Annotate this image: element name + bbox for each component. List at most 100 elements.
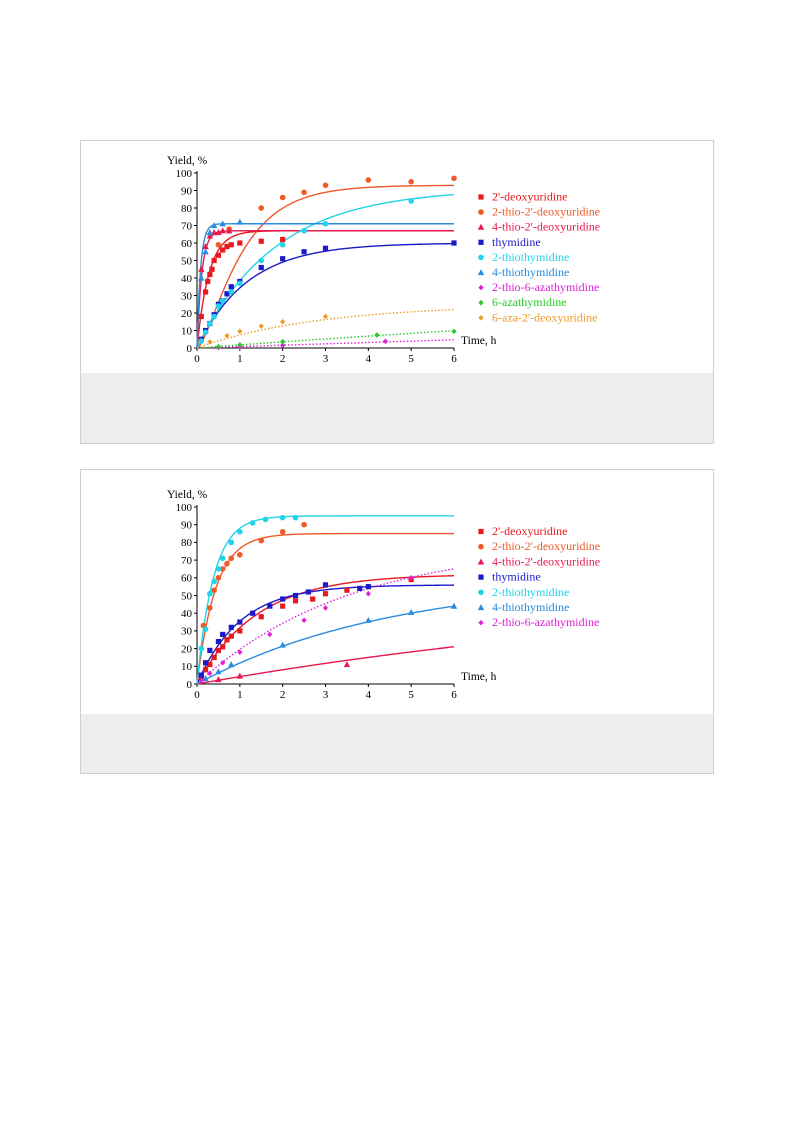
data-point <box>215 575 222 581</box>
y-tick-label: 90 <box>181 185 193 197</box>
data-point <box>258 323 264 329</box>
data-point <box>301 617 307 624</box>
data-point <box>207 647 213 653</box>
legend-marker-2-thio-2-deoxyuridine <box>478 543 484 550</box>
data-point <box>202 667 209 673</box>
x-tick-label: 2 <box>280 689 286 701</box>
data-point <box>305 589 311 595</box>
data-point <box>249 520 256 526</box>
data-point <box>219 566 226 572</box>
data-point <box>279 514 286 521</box>
data-point <box>322 182 329 189</box>
data-point <box>219 555 226 562</box>
x-tick-label: 5 <box>408 353 414 365</box>
y-tick-label: 60 <box>181 238 193 250</box>
y-tick-label: 100 <box>176 168 193 180</box>
fit-curve-6-aza-2-deoxyuridine <box>196 308 455 349</box>
legend-marker-4-thio-2-deoxyuridine <box>477 558 485 565</box>
y-tick-label: 80 <box>181 203 193 215</box>
y-tick-label: 0 <box>187 679 193 691</box>
data-point <box>206 232 214 239</box>
data-point <box>408 178 414 185</box>
data-point <box>220 644 226 650</box>
data-point <box>292 592 299 599</box>
legend-label-2-thio-2-deoxyuridine: 2-thio-2'-deoxyuridine <box>492 205 600 219</box>
data-point <box>407 608 415 615</box>
x-tick-label: 0 <box>194 353 200 365</box>
data-point <box>237 619 243 625</box>
series-thymidine <box>198 240 457 342</box>
legend-label-6-azathymidine: 6-azathymidine <box>492 295 567 309</box>
data-point <box>198 672 204 678</box>
legend-label-2-thio-2-deoxyuridine: 2-thio-2'-deoxyuridine <box>492 539 600 553</box>
data-point <box>219 297 226 304</box>
data-point <box>210 229 218 236</box>
data-point <box>228 633 234 639</box>
figure-panel-2: 0 10 20 30 40 50 60 70 80 90 100 0 1 2 3 4 5 6 Yield, % Tim… <box>80 469 714 774</box>
data-point <box>211 587 217 593</box>
data-point <box>215 566 222 572</box>
data-point <box>224 637 230 643</box>
legend-label-2-thio-6-azathymidine: 2-thio-6-azathymidine <box>492 615 599 629</box>
y-tick-label: 50 <box>181 255 193 267</box>
data-point <box>310 596 316 602</box>
legend-label-thymidine: thymidine <box>492 570 541 584</box>
y-tick-label: 30 <box>181 290 193 302</box>
data-point <box>215 229 222 236</box>
data-point <box>215 647 222 653</box>
y-tick-label: 60 <box>181 573 193 585</box>
data-point <box>228 284 234 290</box>
data-point <box>224 332 230 339</box>
legend-marker-2-thio-2-deoxyuridine <box>478 209 484 215</box>
y-tick-label: 90 <box>181 520 193 532</box>
data-point <box>279 528 286 535</box>
data-point <box>365 177 372 183</box>
data-point <box>228 661 235 668</box>
data-point <box>207 661 213 668</box>
legend-marker-2-thiothymidine <box>478 254 484 261</box>
x-tick-label: 4 <box>366 353 372 365</box>
x-axis-label: Time, h <box>461 671 497 683</box>
x-tick-label: 1 <box>237 689 243 701</box>
data-point <box>211 257 217 264</box>
fit-curve-2-thio-6-azathymidine <box>196 339 455 349</box>
data-point <box>219 227 226 234</box>
data-point <box>343 661 351 668</box>
data-point <box>322 220 329 227</box>
data-point <box>215 638 222 645</box>
data-point <box>225 227 233 234</box>
legend-marker-2-deoxyuridine <box>478 194 484 200</box>
series-2-thio-2-deoxyuridine <box>200 521 307 629</box>
data-point <box>237 649 243 655</box>
series-2-deoxyuridine <box>198 236 286 320</box>
data-point <box>262 516 269 523</box>
data-point <box>279 241 286 248</box>
legend-label-2-thiothymidine: 2-thiothymidine <box>492 585 569 599</box>
data-point <box>365 616 372 623</box>
data-point <box>207 320 213 327</box>
legend-label-2-thio-6-azathymidine: 2-thio-6-azathymidine <box>492 280 599 294</box>
data-point <box>292 598 299 604</box>
fit-curve-4-thiothymidine <box>196 605 455 685</box>
y-tick-label: 50 <box>181 590 193 602</box>
legend-marker-4-thio-2-deoxyuridine <box>477 223 485 230</box>
series-4-thiothymidine <box>202 602 458 682</box>
y-tick-label: 20 <box>181 643 193 655</box>
legend-marker-2-thio-6-azathymidine <box>478 284 484 291</box>
data-point <box>207 339 213 345</box>
data-point <box>322 582 329 588</box>
data-point <box>408 198 414 204</box>
data-point <box>280 338 286 345</box>
data-point <box>202 248 209 255</box>
data-point <box>207 590 213 597</box>
data-point <box>215 668 222 675</box>
y-tick-label: 70 <box>181 220 193 232</box>
legend-label-4-thio-2-deoxyuridine: 4-thio-2'-deoxyuridine <box>492 220 600 234</box>
fit-curve-thymidine <box>196 584 454 685</box>
y-tick-label: 0 <box>187 343 193 355</box>
fit-curve-4-thio-2-deoxyuridine <box>196 230 454 349</box>
data-point <box>408 575 414 581</box>
data-point <box>210 222 218 229</box>
legend-label-2-deoxyuridine: 2'-deoxyuridine <box>492 190 567 204</box>
data-point <box>219 220 226 227</box>
